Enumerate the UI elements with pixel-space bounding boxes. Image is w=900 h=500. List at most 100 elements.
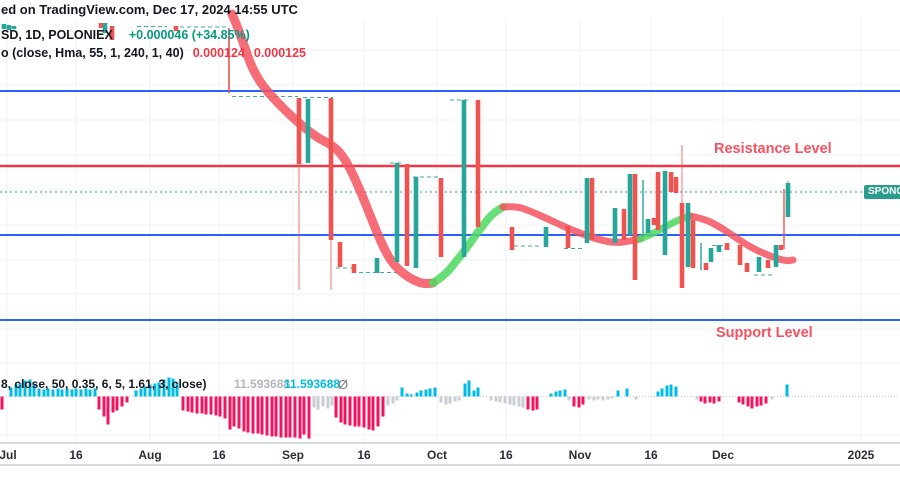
watermark-title: ed on TradingView.com, Dec 17, 2024 14:5… bbox=[1, 2, 298, 17]
histogram-bar bbox=[554, 391, 558, 397]
histogram-bar bbox=[60, 389, 64, 397]
histogram-bar bbox=[37, 388, 41, 397]
histogram-bar bbox=[759, 396, 763, 406]
histogram-bar bbox=[23, 380, 27, 397]
histogram-bar bbox=[467, 380, 471, 397]
histogram-bar bbox=[746, 396, 750, 407]
histogram-bar bbox=[549, 393, 553, 397]
candle-up bbox=[394, 163, 400, 262]
histogram-bar bbox=[674, 386, 678, 397]
histogram-bar bbox=[367, 396, 371, 430]
histogram-bar bbox=[274, 396, 278, 437]
histogram-bar bbox=[312, 396, 316, 408]
histogram-bar bbox=[204, 396, 208, 415]
histogram-bar bbox=[79, 389, 83, 397]
histogram-bar bbox=[284, 396, 288, 438]
histogram-bar bbox=[111, 396, 115, 413]
histogram-bar bbox=[260, 396, 264, 435]
histogram-bar bbox=[0, 396, 4, 410]
histogram-bar bbox=[656, 391, 660, 397]
histogram-bar bbox=[741, 396, 745, 405]
candle-up bbox=[685, 203, 691, 267]
pane-borders bbox=[0, 442, 900, 466]
histogram-bar bbox=[717, 396, 721, 402]
histogram-bar bbox=[476, 387, 480, 397]
histogram-bar bbox=[148, 384, 152, 397]
time-axis[interactable]: Jul 16 Aug 16 Sep 16 Oct 16 Nov 16 Dec 2025 bbox=[0, 448, 900, 464]
histogram-bar bbox=[97, 396, 101, 410]
candle-down bbox=[589, 178, 595, 240]
histogram-bar bbox=[521, 396, 525, 408]
histogram-bar bbox=[517, 396, 521, 407]
histogram-bar bbox=[288, 396, 292, 438]
symbol-legend[interactable]: SD, 1D, POLONIEX +0.000046 (+34.85%) bbox=[1, 28, 250, 42]
histogram-bar bbox=[428, 388, 432, 397]
histogram-bar bbox=[186, 396, 190, 412]
histogram-bar bbox=[424, 389, 428, 397]
histogram-bar bbox=[74, 388, 78, 397]
histogram-bar bbox=[764, 396, 768, 404]
candle-down bbox=[475, 100, 481, 227]
histogram-bar bbox=[279, 396, 283, 438]
candle-down bbox=[173, 26, 179, 31]
ribbon-red-segment bbox=[227, 9, 438, 289]
histogram-bar bbox=[596, 396, 600, 400]
hma-value-2: 0.000125 bbox=[253, 46, 307, 60]
candle-down bbox=[351, 264, 357, 273]
histogram-bar bbox=[321, 396, 325, 407]
histogram-bar bbox=[298, 396, 302, 439]
histogram-bar bbox=[634, 396, 638, 400]
hull-ma-ribbon bbox=[227, 9, 797, 289]
x-axis-label: Jul bbox=[0, 448, 17, 462]
gap-dashed-lines bbox=[137, 26, 772, 276]
histogram-bar bbox=[699, 396, 703, 402]
candle-down bbox=[109, 26, 115, 40]
histogram-bar bbox=[56, 388, 60, 397]
histogram-bar bbox=[567, 396, 571, 401]
price-change: +0.000046 (+34.85%) bbox=[128, 28, 250, 42]
histogram-bar bbox=[433, 387, 437, 397]
histogram-bar bbox=[577, 396, 581, 408]
candle-up bbox=[716, 245, 722, 252]
histogram-bar bbox=[755, 396, 759, 407]
histogram-bar bbox=[512, 396, 516, 406]
candle-down bbox=[632, 174, 638, 280]
histogram-bar bbox=[14, 384, 18, 397]
histogram-bar bbox=[51, 389, 55, 397]
histogram-bar bbox=[139, 388, 143, 397]
support-label[interactable]: Support Level bbox=[716, 325, 813, 341]
support-resistance-lines[interactable] bbox=[0, 90, 900, 321]
histogram-bar bbox=[214, 396, 218, 416]
histogram-bar bbox=[232, 396, 236, 427]
histogram-bar bbox=[190, 396, 194, 413]
candle-up bbox=[627, 174, 633, 235]
histogram-bar bbox=[601, 396, 605, 401]
histogram-bar bbox=[785, 384, 789, 397]
histogram-bar bbox=[625, 388, 629, 397]
candle-up bbox=[102, 23, 108, 33]
oscillator-legend[interactable]: 8, close, 50, 0.35, 6, 5, 1.61, 3, close… bbox=[1, 377, 348, 392]
gridlines bbox=[0, 18, 900, 443]
resistance-label[interactable]: Resistance Level bbox=[714, 141, 832, 157]
histogram-bar bbox=[558, 390, 562, 397]
candle-down bbox=[690, 220, 696, 268]
histogram-bar bbox=[106, 396, 110, 425]
histogram-bar bbox=[42, 389, 46, 397]
histogram-bar bbox=[125, 396, 129, 403]
x-axis-label: 2025 bbox=[847, 448, 875, 462]
histogram-bar bbox=[143, 386, 147, 397]
candle-down bbox=[404, 164, 410, 266]
histogram-bar bbox=[326, 396, 330, 409]
hma-legend[interactable]: o (close, Hma, 55, 1, 240, 1, 40) 0.00012… bbox=[1, 46, 306, 60]
histogram-bar bbox=[376, 396, 380, 427]
histogram-bar bbox=[316, 396, 320, 410]
price-badge[interactable]: SPONG bbox=[864, 185, 900, 199]
candle-down bbox=[744, 263, 750, 272]
histogram-bar bbox=[134, 390, 138, 397]
histogram-bar bbox=[472, 390, 476, 397]
histogram-bar bbox=[616, 390, 620, 397]
histogram-bar bbox=[695, 396, 699, 400]
candle-up bbox=[662, 171, 668, 255]
histogram-bar bbox=[228, 396, 232, 430]
